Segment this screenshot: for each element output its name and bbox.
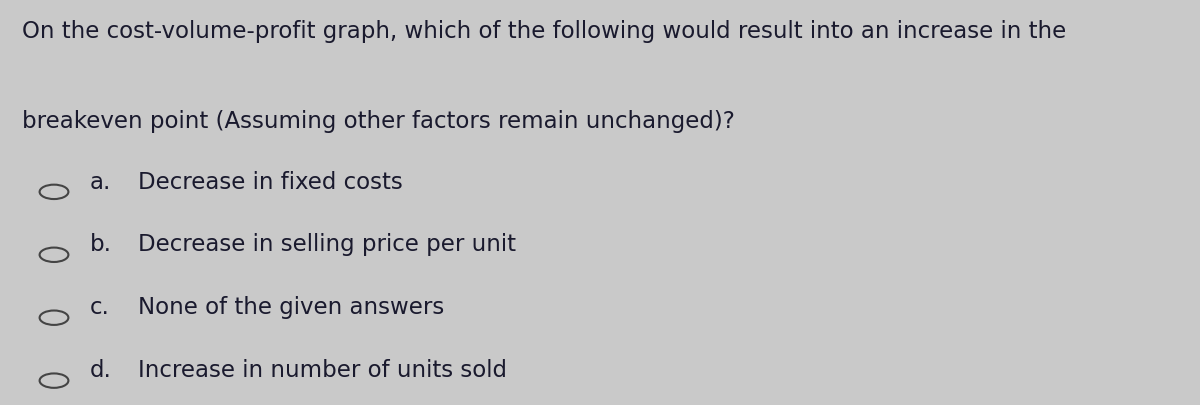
Text: Decrease in selling price per unit: Decrease in selling price per unit — [138, 233, 516, 256]
Text: c.: c. — [90, 296, 110, 319]
Text: b.: b. — [90, 233, 112, 256]
Text: Increase in number of units sold: Increase in number of units sold — [138, 358, 508, 382]
Text: breakeven point (Assuming other factors remain unchanged)?: breakeven point (Assuming other factors … — [22, 109, 734, 132]
Text: a.: a. — [90, 170, 112, 193]
Text: None of the given answers: None of the given answers — [138, 296, 444, 319]
Text: d.: d. — [90, 358, 112, 382]
Text: On the cost-volume-profit graph, which of the following would result into an inc: On the cost-volume-profit graph, which o… — [22, 20, 1066, 43]
Text: Decrease in fixed costs: Decrease in fixed costs — [138, 170, 403, 193]
